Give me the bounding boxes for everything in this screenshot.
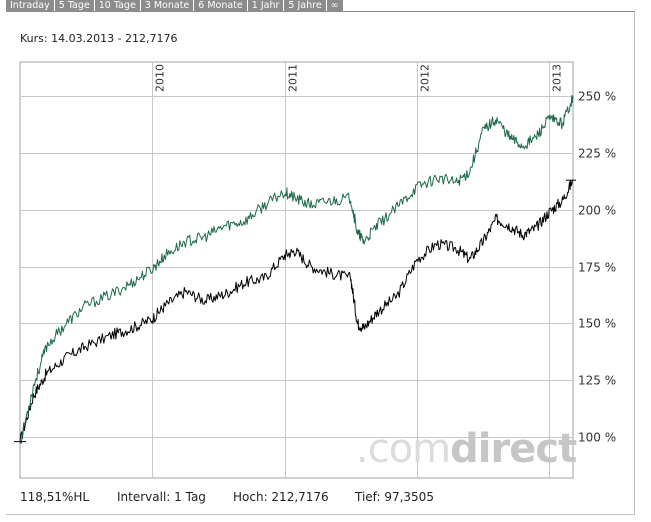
benchmark-series-line (19, 95, 574, 445)
y-tick-label: 100 % (578, 431, 616, 445)
y-tick-label: 225 % (578, 147, 616, 161)
price-header: Kurs: 14.03.2013 - 212,7176 (20, 32, 178, 45)
high-value: Hoch: 212,7176 (233, 490, 329, 504)
tab-bar-divider (6, 11, 635, 12)
tab-1-jahr[interactable]: 1 Jahr (247, 0, 285, 11)
comdirect-watermark: .comdirect (356, 426, 577, 472)
tab-3-monate[interactable]: 3 Monate (140, 0, 195, 11)
performance-chart: 100 % 125 % 150 % 175 % 200 % 225 % 250 % 2010 2… (14, 61, 616, 479)
tab-intraday[interactable]: Intraday (6, 0, 55, 11)
y-tick-label: 250 % (578, 90, 616, 104)
tab-max[interactable]: ∞ (326, 0, 344, 11)
tab-5-jahre[interactable]: 5 Jahre (284, 0, 327, 11)
period-tabs: Intraday 5 Tage 10 Tage 3 Monate 6 Monate 1 J… (6, 0, 344, 12)
x-tick-label: 2011 (287, 64, 300, 92)
plot-area (19, 61, 574, 479)
interval-label: Intervall: 1 Tag (117, 490, 206, 504)
change-percent: 118,51%HL (20, 490, 90, 504)
fund-series-line (19, 179, 574, 442)
x-tick-label: 2013 (551, 64, 564, 92)
tab-5-tage[interactable]: 5 Tage (54, 0, 95, 11)
y-tick-label: 175 % (578, 261, 616, 275)
y-tick-label: 200 % (578, 204, 616, 218)
chart-frame (6, 12, 635, 515)
low-value: Tief: 97,3505 (355, 490, 434, 504)
watermark-light: .com (356, 426, 450, 472)
tab-6-monate[interactable]: 6 Monate (194, 0, 248, 11)
x-tick-label: 2012 (419, 64, 432, 92)
y-tick-label: 125 % (578, 374, 616, 388)
watermark-dark: direct (450, 426, 577, 472)
x-tick-label: 2010 (154, 64, 167, 92)
tab-10-tage[interactable]: 10 Tage (94, 0, 141, 11)
y-tick-label: 150 % (578, 317, 616, 331)
